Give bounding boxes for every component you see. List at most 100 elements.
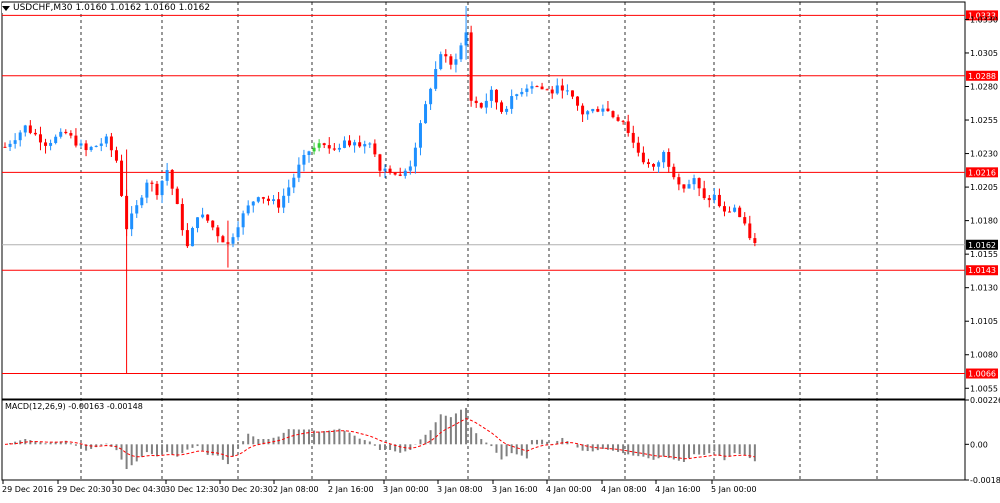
- candle-body: [677, 177, 681, 185]
- candle-body: [753, 238, 757, 243]
- candle-body: [550, 89, 554, 94]
- candle-body: [459, 45, 463, 60]
- candle-body: [185, 230, 189, 247]
- candle-body: [748, 223, 752, 239]
- candle-body: [130, 213, 134, 230]
- candle-body: [697, 178, 701, 189]
- candle-body: [581, 105, 585, 115]
- candle-body: [79, 143, 83, 146]
- candle-body: [109, 136, 113, 151]
- candle-body: [662, 152, 666, 163]
- candle-body: [256, 197, 260, 202]
- candle-body: [601, 108, 605, 112]
- candle-body: [261, 197, 265, 199]
- time-tick-label: 29 Dec 20:30: [57, 485, 111, 494]
- candle-body: [317, 143, 321, 148]
- candle-body: [722, 206, 726, 212]
- candle-body: [591, 108, 595, 112]
- candle-body: [383, 168, 387, 171]
- time-tick-label: 3 Jan 00:00: [383, 485, 429, 494]
- candle-body: [322, 143, 326, 146]
- candle-body: [33, 132, 37, 135]
- candle-body: [94, 145, 98, 147]
- candle-body: [64, 131, 68, 134]
- macd-histogram: [4, 407, 756, 470]
- time-tick-label: 4 Jan 16:00: [655, 485, 701, 494]
- candle-body: [44, 142, 48, 146]
- level-price-tag: [966, 368, 998, 379]
- candle-body: [332, 148, 336, 150]
- candle-body: [49, 142, 53, 146]
- candle-body: [393, 172, 397, 175]
- dropdown-triangle-icon[interactable]: [2, 5, 10, 11]
- candle-body: [408, 166, 412, 171]
- candle-body: [520, 91, 524, 95]
- candle-body: [368, 143, 372, 145]
- candle-body: [444, 54, 448, 57]
- candle-body: [540, 86, 544, 90]
- time-tick-label: 5 Jan 00:00: [711, 485, 757, 494]
- candle-body: [606, 108, 610, 112]
- candle-body: [114, 150, 118, 161]
- candle-body: [692, 178, 696, 185]
- price-tick-label: 1.0305: [970, 49, 998, 58]
- candle-body: [631, 132, 635, 143]
- candle-body: [3, 146, 7, 148]
- candle-body: [246, 205, 250, 214]
- candle-body: [99, 143, 103, 146]
- candle-body: [348, 140, 352, 146]
- candle-body: [707, 198, 711, 201]
- candle-body: [54, 136, 58, 143]
- macd-signal-line: [4, 418, 755, 460]
- current-price-tag: [966, 239, 998, 250]
- candle-body: [282, 195, 286, 208]
- level-price-label: 1.0143: [968, 266, 996, 275]
- main-chart-frame: [1, 1, 966, 400]
- candle-body: [155, 183, 159, 196]
- candle-body: [424, 104, 428, 124]
- level-price-tag: [966, 265, 998, 276]
- candle-body: [353, 142, 357, 146]
- candle-body: [287, 187, 291, 196]
- level-price-tag: [966, 70, 998, 81]
- candle-body: [555, 85, 559, 94]
- price-tick-label: 1.0105: [970, 317, 998, 326]
- candle-body: [652, 164, 656, 167]
- candle-body: [104, 136, 108, 144]
- candle-body: [672, 166, 676, 178]
- time-tick-label: 29 Dec 2016: [2, 485, 53, 494]
- candle-body: [216, 227, 220, 237]
- candle-body: [363, 144, 367, 147]
- candle-body: [327, 145, 331, 149]
- candle-body: [18, 132, 22, 141]
- candle-body: [510, 96, 514, 109]
- time-tick-label: 4 Jan 08:00: [601, 485, 647, 494]
- candle-body: [297, 164, 301, 178]
- candle-body: [494, 89, 498, 103]
- candle-body: [277, 199, 281, 208]
- price-tick-label: 1.0080: [970, 351, 998, 360]
- time-tick-label: 30 Dec 20:30: [219, 485, 273, 494]
- candle-body: [682, 184, 686, 189]
- candle-body: [373, 143, 377, 155]
- candle-body: [449, 56, 453, 65]
- candle-body: [175, 188, 179, 205]
- symbol-label: USDCHF,M30: [13, 3, 73, 13]
- candle-body: [13, 140, 17, 144]
- candle-body: [434, 69, 438, 89]
- candle-body: [74, 135, 78, 146]
- candle-body: [236, 227, 240, 238]
- candle-body: [515, 94, 519, 97]
- candle-body: [657, 162, 661, 167]
- candle-body: [545, 89, 549, 91]
- candle-body: [565, 90, 569, 92]
- time-tick-label: 30 Dec 04:30: [112, 485, 166, 494]
- candle-body: [398, 174, 402, 176]
- candle-body: [251, 201, 255, 206]
- candle-body: [388, 168, 392, 173]
- candle-body: [312, 147, 316, 152]
- time-tick-label: 30 Dec 12:30: [165, 485, 219, 494]
